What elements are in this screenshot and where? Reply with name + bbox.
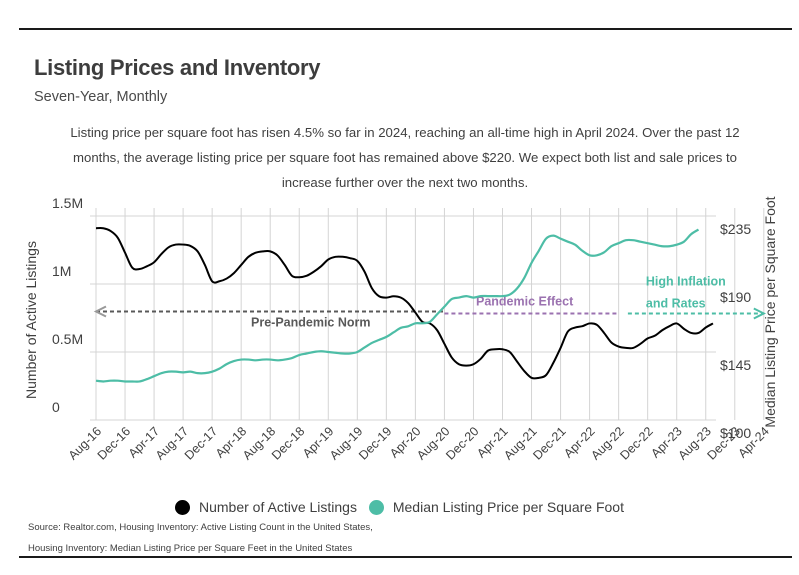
top-rule (19, 28, 792, 30)
x-axis-ticks: Aug-16Dec-16Apr-17Aug-17Dec-17Apr-18Aug-… (66, 424, 772, 462)
x-tick-label: Dec-18 (269, 424, 307, 462)
series-line-price-per-sqft (95, 228, 700, 383)
right-tick-label: $100 (720, 425, 751, 441)
legend-label: Median Listing Price per Square Foot (392, 499, 624, 515)
right-tick-label: $145 (720, 357, 751, 373)
chart-subtitle: Seven-Year, Monthly (34, 89, 168, 105)
left-axis-ticks: 0 0.5M 1M 1.5M (52, 195, 83, 415)
legend-item-active-listings: Number of Active Listings (175, 499, 357, 515)
legend-dot-teal (368, 499, 384, 515)
left-tick-label: 1M (52, 263, 71, 279)
series-line-active-listings (95, 227, 714, 380)
annotation-label: Pandemic Effect (476, 294, 574, 308)
x-tick-label: Dec-21 (530, 424, 568, 462)
left-tick-label: 0 (52, 399, 60, 415)
arrow-left-icon (93, 305, 107, 318)
left-tick-label: 1.5M (52, 195, 83, 211)
chart-title: Listing Prices and Inventory (34, 55, 321, 80)
gridlines (90, 208, 765, 421)
legend: Number of Active Listings Median Listing… (0, 499, 799, 518)
right-axis-ticks: $100 $145 $190 $235 (720, 221, 751, 441)
legend-label: Number of Active Listings (199, 499, 357, 515)
right-axis-label: Median Listing Price per Square Foot (762, 196, 778, 427)
x-tick-label: Dec-22 (617, 424, 655, 462)
source-line-2: Housing Inventory: Median Listing Price … (28, 543, 353, 554)
annotations: Pre-Pandemic Norm Pandemic Effect High Inf… (93, 274, 767, 329)
left-tick-label: 0.5M (52, 331, 83, 347)
x-tick-label: Dec-16 (95, 424, 133, 462)
x-tick-label: Dec-19 (356, 424, 394, 462)
series-lines (95, 227, 714, 383)
annotation-label: Pre-Pandemic Norm (251, 315, 370, 329)
legend-dot-black (175, 499, 190, 515)
annotation-label: High Inflation (646, 274, 726, 288)
bottom-rule (19, 556, 792, 558)
left-axis-label: Number of Active Listings (23, 241, 39, 399)
x-tick-label: Dec-17 (182, 424, 220, 462)
x-tick-label: Dec-20 (443, 424, 481, 462)
right-tick-label: $190 (720, 289, 751, 305)
legend-item-price-per-sqft: Median Listing Price per Square Foot (368, 499, 624, 515)
source-line-1: Source: Realtor.com, Housing Inventory: … (28, 522, 373, 533)
chart-description: Listing price per square foot has risen … (70, 125, 740, 190)
arrow-right-icon (753, 307, 767, 320)
annotation-label: and Rates (646, 296, 706, 310)
right-tick-label: $235 (720, 221, 751, 237)
